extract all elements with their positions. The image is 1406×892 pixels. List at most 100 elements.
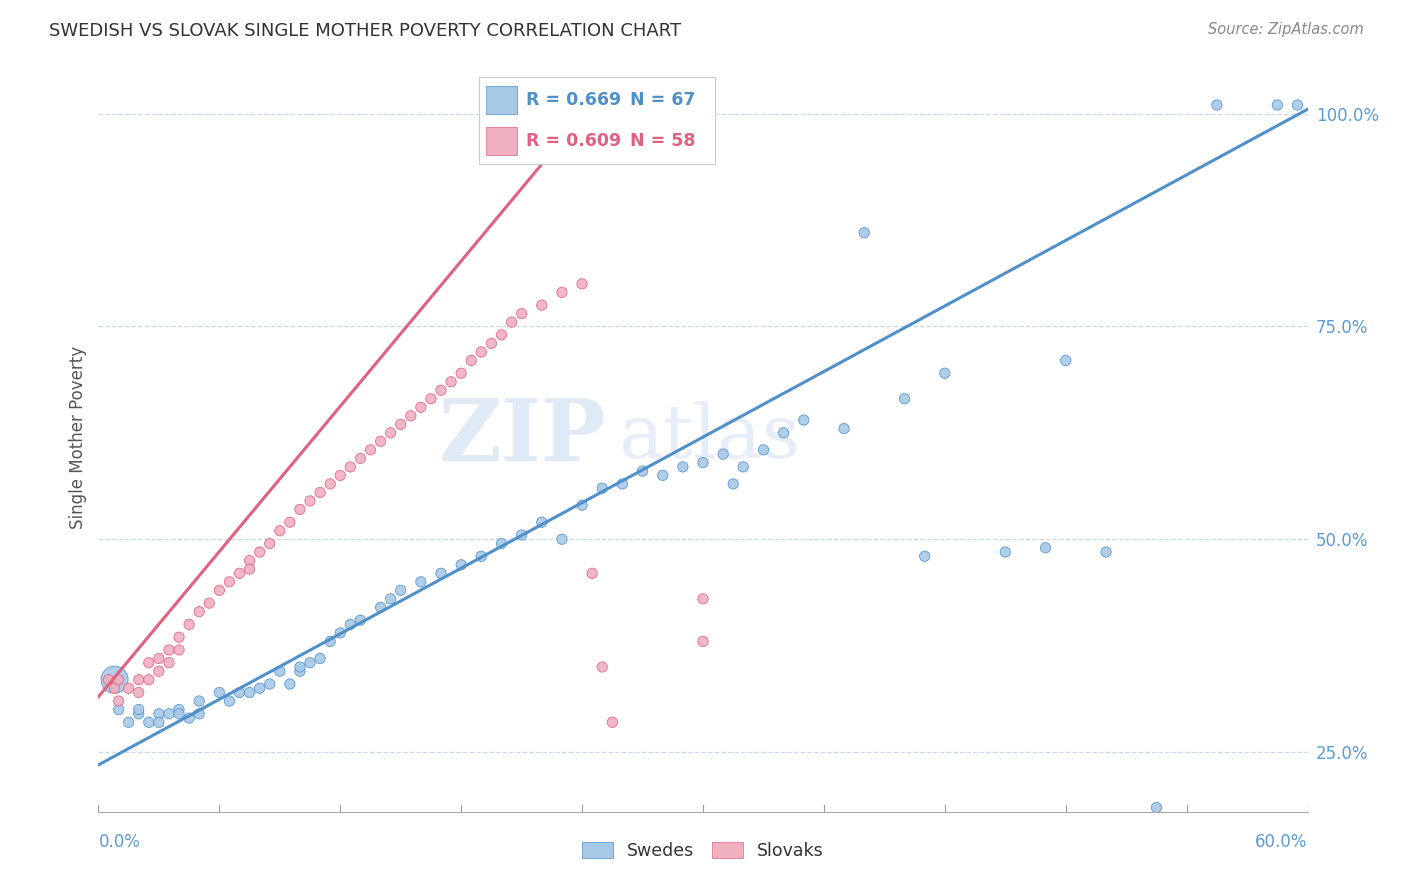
- Point: [752, 442, 775, 457]
- Point: [167, 643, 190, 657]
- Point: [339, 617, 361, 632]
- Point: [591, 660, 613, 674]
- Point: [288, 502, 311, 516]
- Point: [832, 421, 855, 435]
- Point: [450, 558, 472, 572]
- Point: [107, 702, 129, 716]
- Point: [118, 715, 141, 730]
- Point: [167, 630, 190, 644]
- Point: [420, 392, 443, 406]
- Point: [1146, 800, 1168, 814]
- Point: [103, 681, 125, 696]
- Point: [259, 677, 281, 691]
- Point: [793, 413, 815, 427]
- Text: 60.0%: 60.0%: [1256, 833, 1308, 851]
- Point: [389, 583, 412, 598]
- Point: [672, 459, 695, 474]
- Point: [167, 706, 190, 721]
- Point: [138, 715, 160, 730]
- Point: [440, 375, 463, 389]
- Point: [481, 336, 503, 351]
- Point: [339, 459, 361, 474]
- Point: [1286, 98, 1309, 112]
- Point: [853, 226, 876, 240]
- Point: [269, 664, 291, 679]
- Point: [157, 706, 180, 721]
- Point: [692, 634, 714, 648]
- Point: [571, 277, 593, 291]
- Point: [188, 694, 211, 708]
- Point: [128, 702, 150, 716]
- Point: [249, 681, 271, 696]
- Point: [288, 664, 311, 679]
- Point: [107, 673, 129, 687]
- Y-axis label: Single Mother Poverty: Single Mother Poverty: [69, 345, 87, 529]
- Point: [148, 715, 170, 730]
- Point: [309, 485, 332, 500]
- Point: [288, 660, 311, 674]
- Point: [319, 476, 342, 491]
- Point: [103, 673, 125, 687]
- Point: [349, 451, 371, 466]
- Point: [1206, 98, 1229, 112]
- Point: [208, 685, 231, 699]
- Text: 0.0%: 0.0%: [98, 833, 141, 851]
- Point: [470, 345, 492, 359]
- Text: atlas: atlas: [619, 401, 800, 474]
- Point: [370, 600, 392, 615]
- Point: [278, 515, 301, 529]
- Point: [711, 447, 734, 461]
- Point: [138, 656, 160, 670]
- Point: [278, 677, 301, 691]
- Point: [994, 545, 1017, 559]
- Point: [299, 494, 322, 508]
- Point: [148, 664, 170, 679]
- Point: [249, 545, 271, 559]
- Point: [491, 327, 513, 342]
- Point: [510, 307, 533, 321]
- Point: [450, 366, 472, 380]
- Point: [409, 401, 432, 415]
- Point: [551, 533, 574, 547]
- Legend: Swedes, Slovaks: Swedes, Slovaks: [575, 835, 831, 867]
- Point: [591, 481, 613, 495]
- Point: [157, 643, 180, 657]
- Point: [188, 706, 211, 721]
- Point: [460, 353, 482, 368]
- Point: [239, 553, 262, 567]
- Point: [581, 566, 603, 581]
- Point: [530, 515, 553, 529]
- Point: [389, 417, 412, 432]
- Point: [360, 442, 382, 457]
- Point: [551, 285, 574, 300]
- Point: [107, 694, 129, 708]
- Point: [128, 673, 150, 687]
- Point: [1267, 98, 1289, 112]
- Point: [1095, 545, 1118, 559]
- Text: Source: ZipAtlas.com: Source: ZipAtlas.com: [1208, 22, 1364, 37]
- Point: [329, 468, 352, 483]
- Point: [380, 591, 402, 606]
- Point: [97, 673, 120, 687]
- Point: [188, 605, 211, 619]
- Point: [491, 536, 513, 550]
- Point: [510, 528, 533, 542]
- Point: [370, 434, 392, 449]
- Point: [128, 685, 150, 699]
- Point: [228, 685, 250, 699]
- Point: [239, 562, 262, 576]
- Point: [430, 384, 453, 398]
- Point: [218, 574, 240, 589]
- Point: [409, 574, 432, 589]
- Point: [179, 617, 201, 632]
- Point: [218, 694, 240, 708]
- Point: [269, 524, 291, 538]
- Point: [723, 476, 745, 491]
- Point: [228, 566, 250, 581]
- Point: [631, 464, 654, 478]
- Point: [914, 549, 936, 564]
- Point: [329, 626, 352, 640]
- Point: [179, 711, 201, 725]
- Point: [138, 673, 160, 687]
- Point: [128, 706, 150, 721]
